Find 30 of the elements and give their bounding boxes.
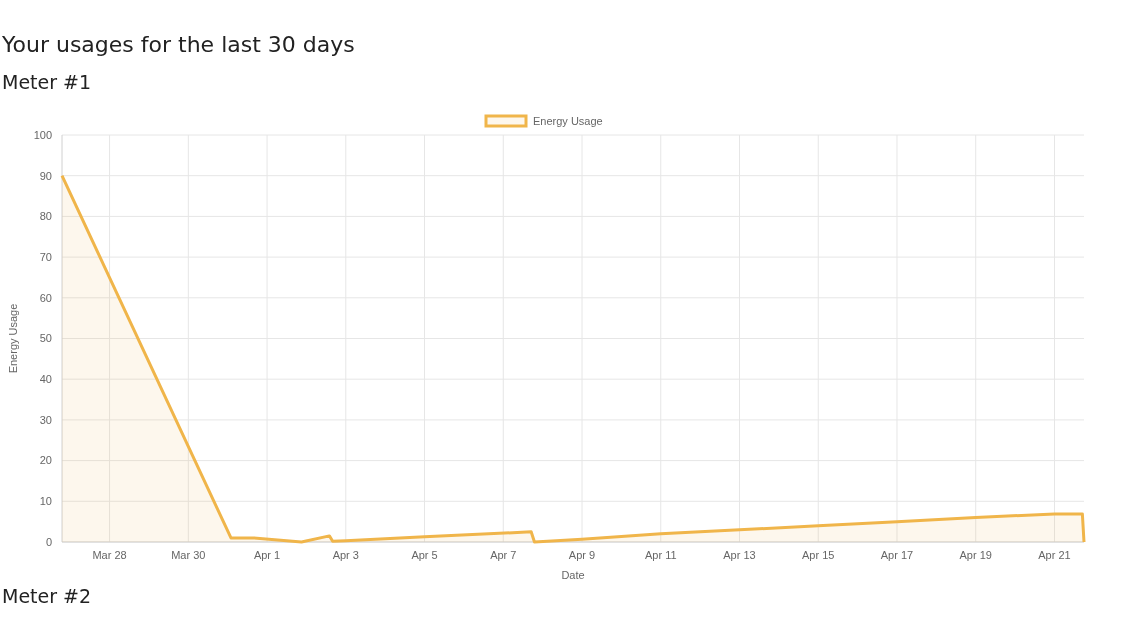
x-tick-label: Apr 17 [880,549,914,561]
x-tick-label: Apr 1 [253,549,281,561]
x-tick-label: Apr 5 [411,549,438,561]
x-tick-label: Apr 7 [490,549,517,561]
chart-title: Your usages for the last 30 days [1,32,355,57]
y-tick-label: 60 [39,291,52,304]
x-tick-label: Apr 13 [723,549,756,561]
y-tick-label: 100 [33,128,52,141]
y-tick-label: 10 [39,495,52,508]
x-tick-label: Mar 28 [92,549,127,561]
y-tick-label: 50 [39,332,52,345]
y-tick-label: 70 [39,250,52,263]
chart-subtitle: Meter #1 [2,71,92,93]
x-tick-label: Apr 9 [568,549,596,561]
y-axis-title: Energy Usage [7,303,19,374]
x-tick-label: Mar 30 [171,549,206,561]
x-axis-title: Date [561,569,585,581]
y-tick-label: 20 [39,454,52,467]
y-tick-label: 90 [39,169,52,182]
y-tick-label: 40 [39,373,52,386]
x-tick-label: Apr 19 [959,549,992,561]
x-tick-label: Apr 3 [332,549,359,561]
legend-label: Energy Usage [533,114,603,127]
y-tick-label: 80 [39,210,52,223]
y-tick-label: 0 [45,535,52,548]
x-tick-label: Apr 11 [644,549,677,561]
y-tick-label: 30 [39,413,52,426]
text: Meter #2 [2,585,92,607]
x-tick-label: Apr 21 [1038,549,1071,561]
x-tick-label: Apr 15 [802,549,835,561]
